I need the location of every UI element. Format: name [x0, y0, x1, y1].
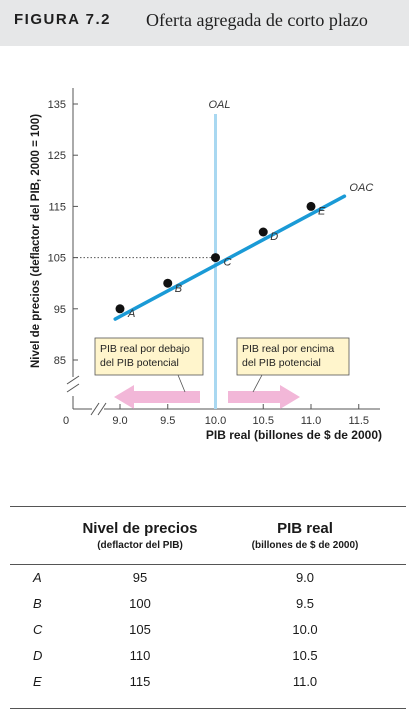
x-tick-label: 9.0 [112, 415, 127, 427]
table-header-gdp-title: PIB real [277, 520, 333, 537]
table-header-gdp-sub: (billones de $ de 2000) [251, 540, 359, 551]
row-price: 100 [129, 596, 151, 611]
x-axis-break-mark [97, 402, 107, 416]
row-gdp: 10.0 [292, 622, 318, 637]
table-top-rule [10, 506, 406, 507]
point-label-a: A [127, 308, 135, 320]
row-label: B [33, 596, 42, 611]
row-label: D [33, 648, 43, 663]
x-tick-label: 9.5 [160, 415, 175, 427]
y-tick-label: 105 [48, 253, 66, 265]
annotation-box-left [94, 337, 204, 376]
x-axis-break-mark [90, 402, 100, 416]
row-gdp: 9.5 [295, 596, 315, 611]
table-header-rule [10, 564, 406, 565]
y-axis-break-mark [66, 375, 80, 385]
y-axis-label: Nivel de precios (deflactor del PIB, 200… [30, 114, 42, 368]
row-label: A [33, 570, 42, 585]
row-price: 105 [129, 622, 151, 637]
x-tick-label: 11.5 [348, 415, 369, 427]
point-a [115, 304, 125, 314]
row-gdp: 9.0 [295, 570, 315, 585]
y-tick-label: 85 [54, 355, 66, 367]
aggregate-supply-chart: 85 95 105 115 125 135 9.0 9.5 10.0 10.5 11.0 11.5 0 P… [30, 88, 382, 442]
y-tick-label: 135 [48, 99, 66, 111]
oal-label: OAL [208, 99, 230, 111]
point-label-d: D [270, 231, 278, 243]
point-label-c: C [224, 257, 232, 269]
figure-title: Oferta agregada de corto plazo [146, 10, 368, 30]
figure-label: FIGURA 7.2 [14, 11, 111, 28]
row-gdp: 11.0 [292, 674, 318, 689]
annotation-text: PIB real por debajo [100, 343, 190, 355]
annotation-text: del PIB potencial [100, 357, 179, 369]
y-axis-break-mark [66, 383, 80, 393]
point-d [258, 227, 268, 237]
row-label: E [33, 674, 42, 689]
annotation-leader [252, 374, 263, 393]
origin-label: 0 [63, 415, 69, 427]
oac-label: OAC [349, 182, 373, 194]
table-header-price: Nivel de precios (deflactor del PIB) [70, 520, 210, 551]
row-price: 95 [132, 570, 148, 585]
oac-line [113, 194, 347, 321]
x-axis-label: PIB real (billones de $ de 2000) [206, 428, 382, 442]
table-header-price-sub: (deflactor del PIB) [97, 540, 183, 551]
x-tick-label: 11.0 [301, 415, 322, 427]
point-label-e: E [318, 205, 326, 217]
annotation-text: del PIB potencial [242, 357, 321, 369]
row-price: 115 [129, 674, 151, 689]
y-tick-label: 125 [48, 150, 66, 162]
y-tick-label: 95 [54, 304, 66, 316]
figure-header: FIGURA 7.2 Oferta agregada de corto plaz… [0, 0, 409, 46]
x-tick-label: 10.0 [205, 415, 226, 427]
x-tick-label: 10.5 [253, 415, 274, 427]
annotation-text: PIB real por encima [242, 343, 334, 355]
row-label: C [33, 622, 43, 637]
y-tick-label: 115 [48, 201, 66, 213]
left-arrow [114, 385, 200, 409]
table-header-gdp: PIB real (billones de $ de 2000) [230, 520, 380, 551]
point-e [306, 201, 316, 211]
table-header-price-title: Nivel de precios [82, 520, 198, 537]
row-price: 110 [129, 648, 151, 663]
row-gdp: 10.5 [292, 648, 318, 663]
point-label-b: B [175, 283, 182, 295]
right-arrow [228, 385, 300, 409]
annotation-leader [177, 374, 186, 393]
point-c [211, 253, 220, 263]
annotation-box-right [236, 337, 350, 376]
table-bottom-rule [10, 708, 406, 709]
point-b [163, 278, 173, 288]
